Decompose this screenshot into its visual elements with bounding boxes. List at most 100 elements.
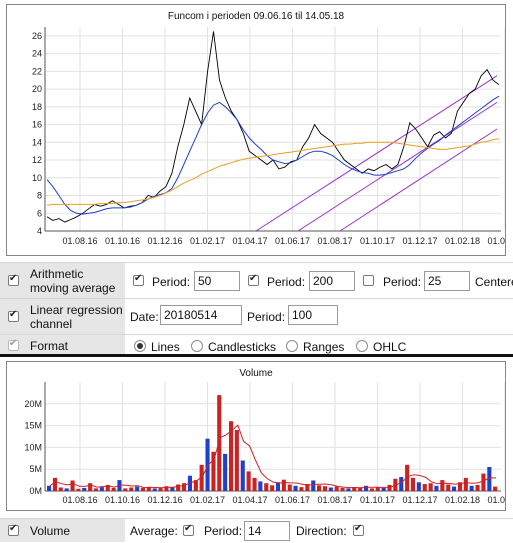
volume-period-input[interactable] <box>244 521 290 541</box>
volume-bar <box>463 477 468 491</box>
format-ranges-label: Ranges <box>303 340 345 354</box>
format-checkbox <box>8 338 19 351</box>
volume-bar <box>410 477 415 491</box>
volume-bar <box>358 487 363 491</box>
volume-label-cell: Volume <box>0 519 125 542</box>
volume-bar <box>217 395 222 491</box>
volume-checkbox[interactable] <box>8 523 19 536</box>
volume-bar <box>176 484 181 491</box>
format-candlesticks-radio[interactable] <box>191 340 203 352</box>
volume-bar <box>457 482 462 491</box>
price-chart: Funcom i perioden 09.06.16 til 14.05.18 … <box>6 4 506 256</box>
volume-bar <box>234 430 239 491</box>
volume-x-tick-label: 01.02.18 <box>445 495 480 505</box>
volume-bar <box>340 487 345 491</box>
volume-bar <box>146 487 151 491</box>
price-y-tick-label: 22 <box>32 66 42 76</box>
volume-bar <box>440 480 445 491</box>
regression-date-input[interactable] <box>160 305 242 325</box>
format-label: Format <box>30 339 69 353</box>
price-x-tick-label: 01.02.18 <box>445 236 480 246</box>
volume-y-tick-label: 20M <box>24 399 42 409</box>
volume-average-line <box>49 424 497 489</box>
volume-bar <box>287 484 292 491</box>
format-ohlc-radio[interactable] <box>356 340 368 352</box>
volume-bar <box>369 488 374 491</box>
section-divider <box>0 354 513 357</box>
series-line-moving-average-200 <box>46 138 500 206</box>
volume-bar <box>487 467 492 491</box>
regression-channel-line <box>339 128 498 232</box>
volume-bar <box>299 487 304 491</box>
price-y-tick-label: 18 <box>32 102 42 112</box>
price-x-tick-label: 01.04.18 <box>487 236 505 246</box>
price-chart-svg: Funcom i perioden 09.06.16 til 14.05.18 … <box>32 11 505 246</box>
ma-period1-input[interactable] <box>194 271 240 291</box>
volume-bar <box>428 483 433 491</box>
ma-period1-checkbox[interactable] <box>133 273 144 286</box>
volume-bar <box>129 487 134 491</box>
volume-bar <box>275 482 280 491</box>
volume-bar <box>76 488 81 491</box>
price-y-tick-label: 24 <box>32 49 42 59</box>
volume-bar <box>264 483 269 491</box>
regression-period-input[interactable] <box>288 305 338 325</box>
volume-bar <box>311 480 316 491</box>
volume-bar <box>99 487 104 491</box>
volume-settings-row: Volume Average: Period: Direction: <box>0 518 513 542</box>
price-x-tick-label: 01.10.16 <box>105 236 140 246</box>
regression-checkbox[interactable] <box>8 309 19 322</box>
volume-bar <box>452 486 457 491</box>
price-y-tick-label: 26 <box>32 31 42 41</box>
price-x-tick-label: 01.06.17 <box>275 236 310 246</box>
volume-x-tick-label: 01.12.16 <box>147 495 182 505</box>
price-y-tick-label: 12 <box>32 155 42 165</box>
settings-panel: Arithmetic moving average Period: Period… <box>0 262 513 356</box>
volume-y-tick-label: 0M <box>29 486 42 496</box>
volume-bar <box>416 482 421 491</box>
ma-period3-checkbox[interactable] <box>363 275 374 286</box>
price-x-tick-label: 01.08.17 <box>317 236 352 246</box>
price-chart-title: Funcom i perioden 09.06.16 til 14.05.18 <box>168 11 345 22</box>
volume-bar <box>399 477 404 491</box>
volume-bar <box>252 477 257 491</box>
volume-bar <box>199 464 204 491</box>
volume-bar <box>422 484 427 491</box>
price-y-tick-label: 16 <box>32 120 42 130</box>
volume-average-checkbox[interactable] <box>183 523 194 536</box>
moving-average-row: Arithmetic moving average Period: Period… <box>0 262 513 298</box>
moving-average-checkbox[interactable] <box>8 273 19 286</box>
format-lines-radio[interactable] <box>134 340 146 352</box>
volume-direction-checkbox[interactable] <box>353 523 364 536</box>
volume-bar <box>352 487 357 491</box>
volume-bar <box>317 485 322 491</box>
volume-bar <box>387 484 392 491</box>
volume-y-tick-label: 5M <box>29 464 42 474</box>
volume-x-tick-label: 01.12.17 <box>402 495 437 505</box>
format-ranges-radio[interactable] <box>286 340 298 352</box>
regression-label: Linear regression channel <box>30 303 123 331</box>
price-x-tick-label: 01.04.17 <box>232 236 267 246</box>
regression-channel-line <box>255 75 498 232</box>
price-y-tick-label: 20 <box>32 84 42 94</box>
volume-bar <box>281 479 286 491</box>
ma-period2-checkbox[interactable] <box>248 273 259 286</box>
price-x-tick-label: 01.12.17 <box>402 236 437 246</box>
ma-period1-label: Period: <box>152 275 191 289</box>
volume-x-tick-label: 01.08.16 <box>62 495 97 505</box>
volume-direction-label: Direction: <box>296 524 347 538</box>
moving-average-label: Arithmetic moving average <box>30 267 116 295</box>
volume-bar <box>135 486 140 491</box>
volume-bar <box>47 485 52 491</box>
ma-period2-input[interactable] <box>309 271 355 291</box>
volume-bar <box>240 460 245 491</box>
volume-bar <box>64 488 69 491</box>
volume-bar <box>469 485 474 491</box>
volume-bar <box>205 438 210 491</box>
price-x-tick-label: 01.08.16 <box>62 236 97 246</box>
volume-chart-svg: Volume 0M 5M 10M 15M 20M 01.08.16 01.10.16 01.1… <box>24 368 505 505</box>
ma-period3-input[interactable] <box>424 271 470 291</box>
volume-bar <box>270 485 275 491</box>
regression-period-label: Period: <box>247 310 286 324</box>
volume-bar <box>111 487 116 491</box>
